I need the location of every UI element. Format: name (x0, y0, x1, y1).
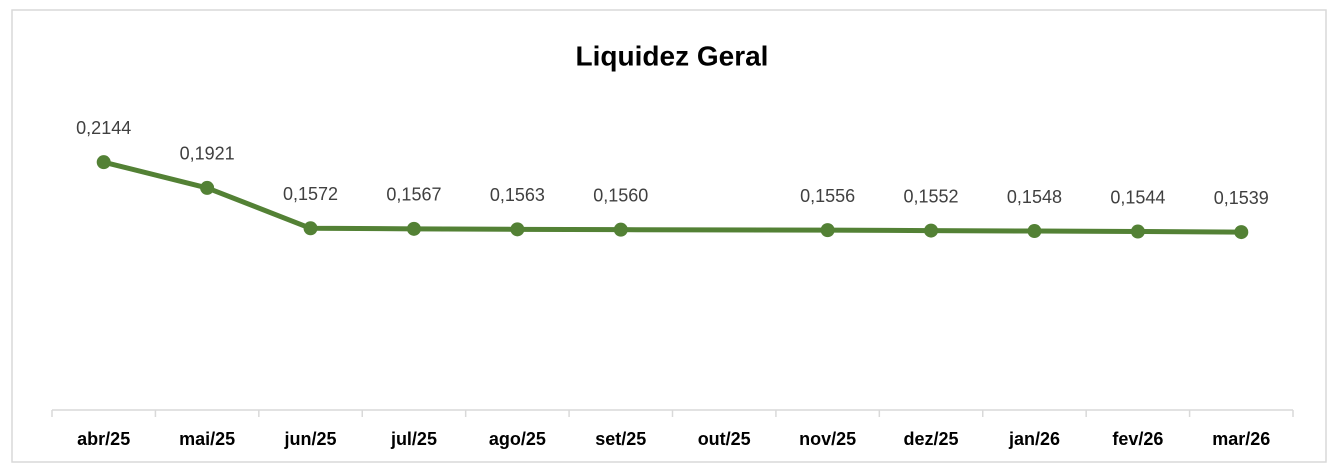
point (1130, 224, 1145, 239)
x-tick-label: fev/26 (1112, 429, 1163, 449)
point (200, 180, 215, 195)
x-tick-label: nov/25 (799, 429, 856, 449)
data-label: 0,1563 (490, 185, 545, 205)
point (303, 221, 318, 236)
x-tick-label: dez/25 (904, 429, 959, 449)
x-tick-label: ago/25 (489, 429, 546, 449)
x-tick-label: set/25 (595, 429, 646, 449)
x-tick-label: abr/25 (77, 429, 130, 449)
point (96, 155, 111, 170)
point (924, 223, 939, 238)
x-tick-label: out/25 (698, 429, 751, 449)
data-label: 0,1567 (386, 185, 441, 205)
data-label: 0,1548 (1007, 187, 1062, 207)
chart-border (11, 9, 1327, 463)
data-label: 0,1544 (1110, 187, 1165, 207)
point (820, 223, 835, 238)
point (406, 221, 421, 236)
data-label: 0,2144 (76, 118, 131, 138)
data-label: 0,1560 (593, 185, 648, 205)
data-label: 0,1539 (1214, 188, 1269, 208)
point (613, 222, 628, 237)
point (510, 222, 525, 237)
point (1234, 225, 1249, 240)
x-tick-label: mai/25 (179, 429, 235, 449)
data-label: 0,1572 (283, 184, 338, 204)
x-tick-label: jan/26 (1008, 429, 1060, 449)
x-tick-label: mar/26 (1212, 429, 1270, 449)
data-label: 0,1921 (180, 144, 235, 164)
data-label: 0,1556 (800, 186, 855, 206)
point (1027, 224, 1042, 239)
data-label: 0,1552 (904, 186, 959, 206)
x-tick-label: jun/25 (284, 429, 337, 449)
x-tick-label: jul/25 (390, 429, 437, 449)
chart-title: Liquidez Geral (576, 40, 769, 71)
